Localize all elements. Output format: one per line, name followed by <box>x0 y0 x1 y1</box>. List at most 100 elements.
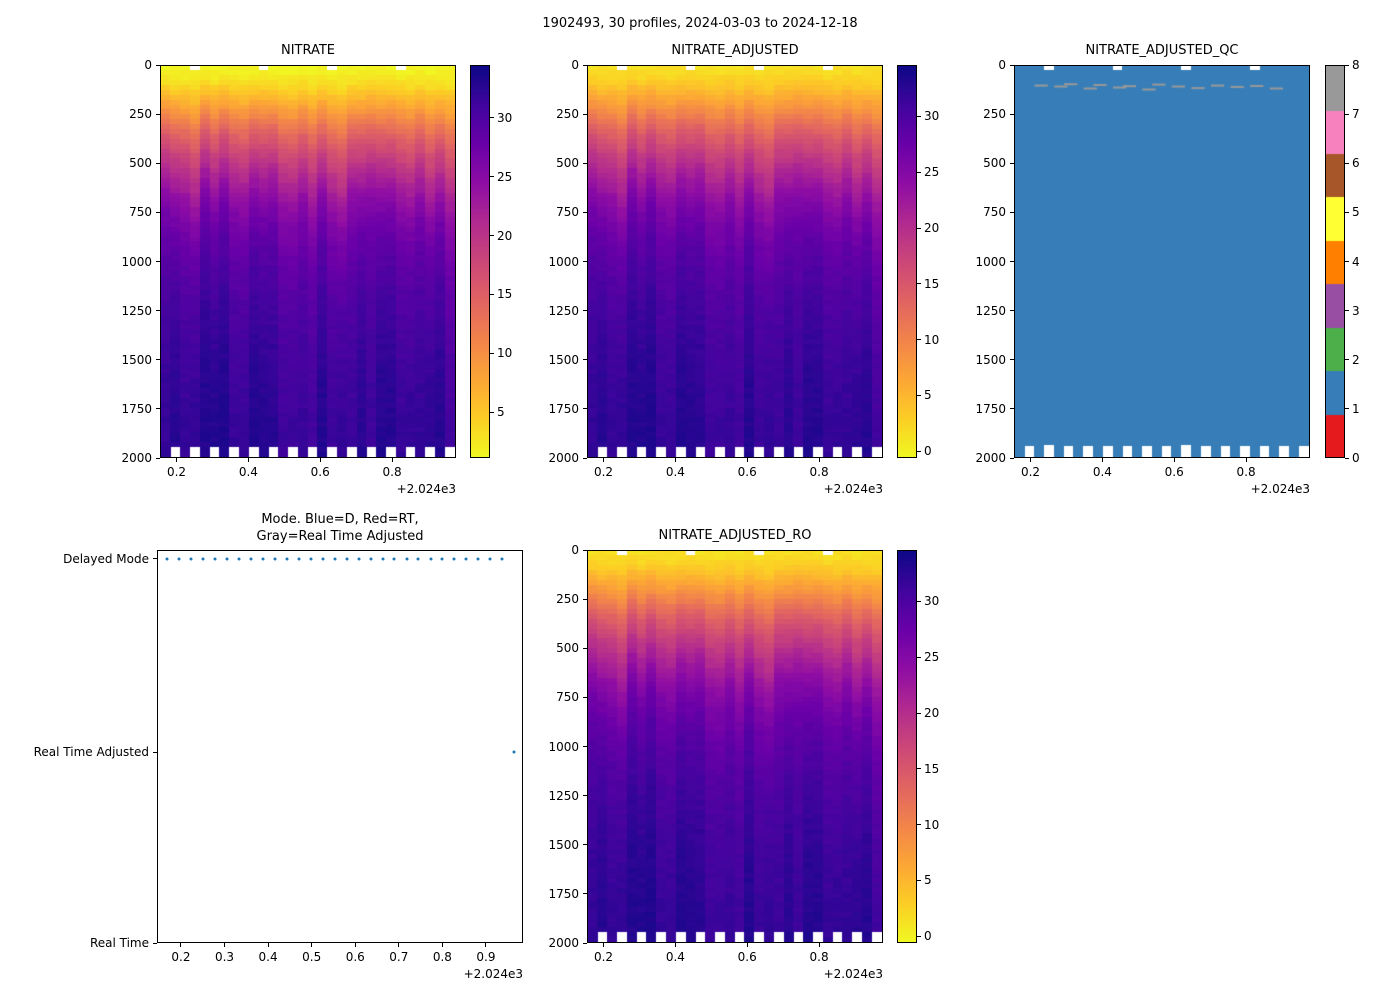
tick-mark <box>490 352 494 354</box>
figure-title: 1902493, 30 profiles, 2024-03-03 to 2024… <box>542 16 858 31</box>
tick-mark <box>398 943 400 947</box>
subplot-title-mode-line2: Gray=Real Time Adjusted <box>256 529 424 544</box>
y-tick-label: 2000 <box>121 451 152 465</box>
tick-mark <box>1345 359 1349 361</box>
tick-mark <box>582 746 587 747</box>
tick-mark <box>917 171 921 173</box>
mode-scatter-dot <box>452 557 456 561</box>
mode-scatter-dot <box>273 557 277 561</box>
mode-x-axis-offset-label: +2.024e3 <box>463 967 523 981</box>
tick-mark <box>311 943 313 947</box>
colorbar-tick-label: 15 <box>924 761 940 776</box>
tick-mark <box>155 310 160 312</box>
mode-x-tick-label: 0.5 <box>302 950 322 964</box>
tick-mark <box>917 879 921 881</box>
mode-scatter-dot <box>285 557 289 561</box>
tick-mark <box>224 943 226 947</box>
nitrate-adjusted-qc-heatmap-axes <box>1014 65 1310 458</box>
mode-x-tick-label: 0.4 <box>258 950 278 964</box>
tick-mark <box>818 943 820 947</box>
colorbar-tick-label: 30 <box>924 594 940 609</box>
tick-mark <box>917 115 921 117</box>
tick-mark <box>354 943 356 947</box>
qc-colorbar-canvas <box>1326 66 1344 457</box>
tick-mark <box>917 712 921 714</box>
y-tick-label: 1000 <box>975 254 1006 269</box>
tick-mark <box>917 935 921 937</box>
mode-scatter-dot <box>249 557 253 561</box>
tick-mark <box>1245 458 1247 462</box>
mode-scatter-dot <box>500 557 504 561</box>
y-tick-label: 500 <box>129 156 152 171</box>
mode-x-tick-label: 0.3 <box>214 950 235 964</box>
nitrate-adjusted-heatmap-canvas <box>588 66 882 457</box>
y-tick-label: 1500 <box>548 837 579 852</box>
tick-mark <box>917 283 921 285</box>
colorbar-tick-label: 20 <box>497 228 513 243</box>
y-tick-label: 500 <box>556 156 579 171</box>
tick-mark <box>674 943 676 947</box>
tick-mark <box>917 600 921 602</box>
tick-mark <box>1173 458 1175 462</box>
mode-scatter-dot <box>429 557 433 561</box>
x-axis-offset-label: +2.024e3 <box>396 482 456 496</box>
tick-mark <box>818 458 820 462</box>
tick-mark <box>490 411 494 413</box>
mode-scatter-dot <box>464 557 468 561</box>
subplot-title-nitrate-adjusted: NITRATE_ADJUSTED <box>671 43 799 58</box>
mode-y-tick-label: Real Time <box>89 936 149 950</box>
tick-mark <box>152 942 157 944</box>
tick-mark <box>155 211 160 213</box>
y-tick-label: 750 <box>129 205 152 220</box>
colorbar-tick-label: 30 <box>924 109 940 124</box>
tick-mark <box>917 768 921 770</box>
nitrate-adjusted-colorbar <box>897 65 917 458</box>
qc-colorbar-tick-label: 5 <box>1352 205 1360 220</box>
tick-mark <box>917 394 921 396</box>
x-tick-label: 0.2 <box>1020 465 1041 479</box>
y-tick-label: 500 <box>983 156 1006 171</box>
tick-mark <box>155 408 160 410</box>
qc-colorbar-tick-label: 7 <box>1352 107 1360 122</box>
tick-mark <box>582 457 587 459</box>
x-tick-label: 0.8 <box>382 465 402 479</box>
mode-scatter-dot <box>261 557 265 561</box>
qc-colorbar-tick-label: 6 <box>1352 156 1360 171</box>
colorbar-tick-label: 0 <box>924 929 932 944</box>
y-tick-label: 1500 <box>121 352 152 367</box>
tick-mark <box>1345 211 1349 213</box>
y-tick-label: 2000 <box>548 936 579 950</box>
mode-scatter-dot <box>225 557 229 561</box>
tick-mark <box>1009 359 1014 361</box>
y-tick-label: 2000 <box>548 451 579 465</box>
tick-mark <box>582 549 587 551</box>
nitrate-colorbar-canvas <box>471 66 489 457</box>
tick-mark <box>155 359 160 361</box>
qc-colorbar-tick-label: 0 <box>1352 451 1360 465</box>
colorbar-tick-label: 25 <box>924 650 940 665</box>
qc-colorbar-tick-label: 3 <box>1352 303 1360 318</box>
tick-mark <box>746 943 748 947</box>
x-axis-offset-label: +2.024e3 <box>1250 482 1310 496</box>
x-tick-label: 0.4 <box>238 465 258 479</box>
y-tick-label: 1500 <box>975 352 1006 367</box>
y-tick-label: 250 <box>129 107 152 122</box>
tick-mark <box>1345 261 1349 262</box>
tick-mark <box>1101 458 1103 462</box>
mode-scatter-dot <box>237 557 241 561</box>
tick-mark <box>1345 457 1349 459</box>
y-tick-label: 0 <box>998 58 1006 72</box>
tick-mark <box>155 457 160 459</box>
tick-mark <box>582 359 587 361</box>
tick-mark <box>603 943 605 947</box>
qc-colorbar-tick-label: 8 <box>1352 58 1360 72</box>
mode-y-tick-label: Delayed Mode <box>63 551 149 566</box>
colorbar-tick-label: 10 <box>497 346 513 361</box>
y-tick-label: 0 <box>571 58 579 72</box>
tick-mark <box>155 64 160 66</box>
tick-mark <box>917 227 921 229</box>
mode-x-tick-label: 0.8 <box>432 950 452 964</box>
nitrate-adjusted-ro-heatmap-canvas <box>588 551 882 942</box>
y-tick-label: 1250 <box>121 303 152 318</box>
